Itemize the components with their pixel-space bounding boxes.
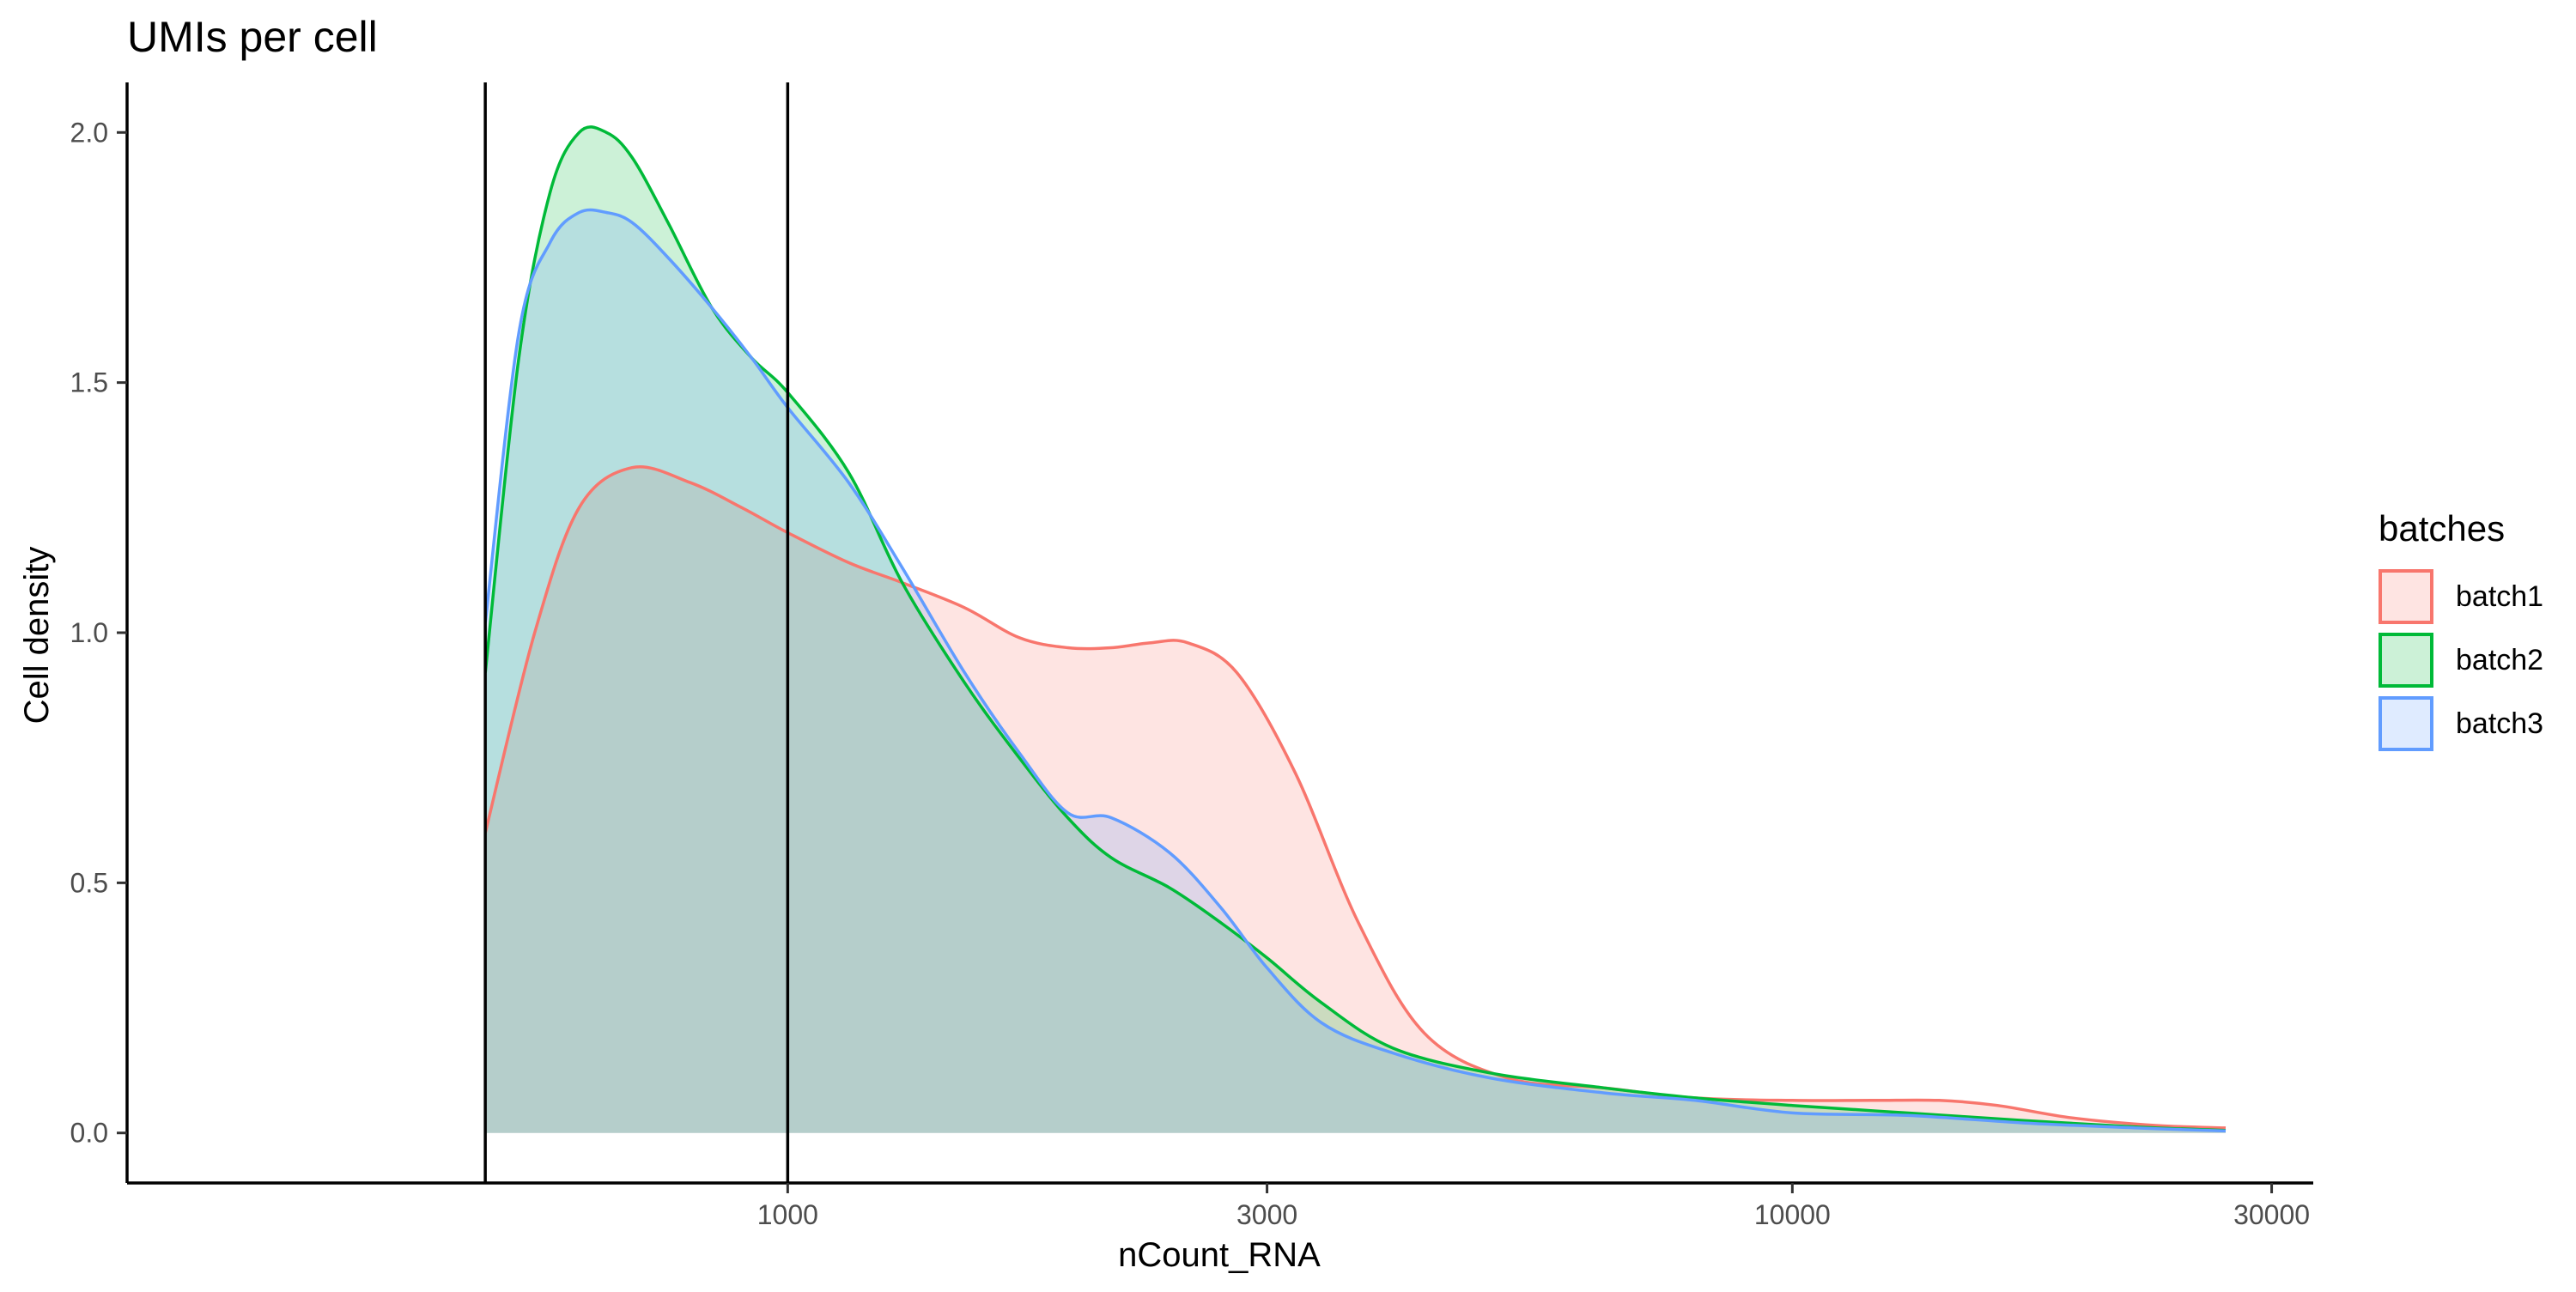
legend-label: batch1 [2456,579,2544,613]
legend-key-swatch [2379,696,2433,751]
chart-title: UMIs per cell [127,13,378,61]
legend-label: batch2 [2456,643,2544,676]
legend-label: batch3 [2456,707,2544,740]
x-tick-label: 1000 [757,1199,818,1230]
y-tick-label: 0.0 [70,1118,108,1149]
density-line-batch1 [483,465,2227,1130]
legend-key-swatch [2379,633,2433,688]
legend-item-batch1: batch1 [2379,565,2543,628]
y-tick-label: 1.0 [70,617,108,648]
y-tick-label: 0.5 [70,867,108,898]
density-line-batch2 [483,125,2227,1132]
x-tick-label: 10000 [1754,1199,1831,1230]
density-area-batch3 [485,209,2227,1133]
density-area-batch1 [485,466,2227,1133]
x-tick-label: 3000 [1236,1199,1297,1230]
legend-key-swatch [2379,569,2433,624]
density-area-batch2 [485,126,2227,1133]
legend-item-batch2: batch2 [2379,628,2543,692]
legend-title: batches [2379,508,2506,549]
legend: batches batch1 batch2 batch3 [2379,508,2543,755]
density-line-batch3 [483,208,2227,1133]
y-axis-label: Cell density [18,547,56,725]
x-tick-label: 30000 [2233,1199,2310,1230]
y-tick-label: 1.5 [70,367,108,398]
y-tick-label: 2.0 [70,117,108,148]
legend-item-batch3: batch3 [2379,692,2543,755]
x-axis-label: nCount_RNA [1118,1236,1321,1274]
